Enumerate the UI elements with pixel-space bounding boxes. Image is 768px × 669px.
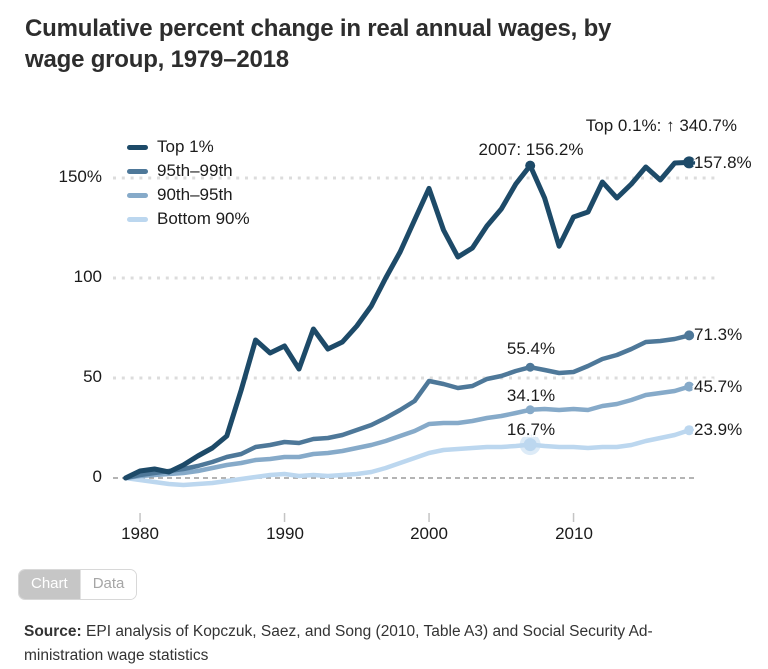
y-axis-label-0: 0 xyxy=(92,467,102,486)
source-prefix: Source: xyxy=(24,623,82,640)
source-note: Source: EPI analysis of Kopczuk, Saez, a… xyxy=(24,620,756,668)
tab-chart[interactable]: Chart xyxy=(19,570,80,599)
chart-title-line2: wage group, 1979–2018 xyxy=(25,46,289,73)
source-text-line2: ministration wage statistics xyxy=(24,647,209,664)
x-axis-label-1990: 1990 xyxy=(266,524,304,543)
y-axis-label-50: 50 xyxy=(83,367,102,386)
annotation-end-90th-95th: 45.7% xyxy=(694,377,743,396)
x-axis-label-2010: 2010 xyxy=(555,524,593,543)
annotation-2007-bottom-90: 16.7% xyxy=(506,420,556,439)
marker-2007-bottom-90 xyxy=(523,438,537,452)
legend-swatch-bottom-90 xyxy=(127,216,148,222)
x-axis-label-2000: 2000 xyxy=(410,524,448,543)
chart-legend: Top 1% 95th–99th 90th–95th Bottom 90% xyxy=(127,135,250,231)
legend-swatch-95th-99th xyxy=(127,168,148,174)
tab-data[interactable]: Data xyxy=(79,570,137,599)
legend-item-90th-95th: 90th–95th xyxy=(127,183,250,207)
legend-item-top-1pct: Top 1% xyxy=(127,135,250,159)
chart-title-line1: Cumulative percent change in real annual… xyxy=(25,15,612,42)
y-axis-label-150: 150% xyxy=(58,167,102,186)
legend-label-top-1pct: Top 1% xyxy=(157,137,214,156)
legend-label-90th-95th: 90th–95th xyxy=(157,185,233,204)
legend-swatch-top-1pct xyxy=(127,144,148,150)
legend-label-95th-99th: 95th–99th xyxy=(157,161,233,180)
line-95th-99th xyxy=(123,333,692,481)
marker-2007-90th-95th xyxy=(525,405,535,415)
legend-label-bottom-90: Bottom 90% xyxy=(157,209,250,228)
marker-end-90th-95th xyxy=(684,381,695,392)
chart-data-toggle: Chart Data xyxy=(18,569,138,600)
annotation-2007-90th-95th: 34.1% xyxy=(506,386,556,405)
legend-item-bottom-90: Bottom 90% xyxy=(127,207,250,231)
marker-end-bottom-90 xyxy=(684,425,695,436)
line-bottom-90 xyxy=(123,427,692,488)
x-axis-label-1980: 1980 xyxy=(121,524,159,543)
chart-title: Cumulative percent change in real annual… xyxy=(25,13,725,75)
annotation-end-bottom-90: 23.9% xyxy=(694,420,743,439)
marker-2007-top-1pct xyxy=(525,160,536,171)
legend-item-95th-99th: 95th–99th xyxy=(127,159,250,183)
annotation-top-0-1pct: Top 0.1%: ↑ 340.7% xyxy=(585,116,737,135)
annotation-end-top-1pct: 157.8% xyxy=(694,153,752,172)
y-axis-label-100: 100 xyxy=(73,267,102,286)
line-90th-95th xyxy=(123,384,692,481)
annotation-2007-peak: 2007: 156.2% xyxy=(478,140,584,159)
marker-end-95th-99th xyxy=(684,330,695,341)
marker-2007-95th-99th xyxy=(525,362,535,372)
legend-swatch-90th-95th xyxy=(127,192,148,198)
annotation-2007-95th-99th: 55.4% xyxy=(506,339,556,358)
source-text-line1: EPI analysis of Kopczuk, Saez, and Song … xyxy=(81,623,653,640)
annotation-end-95th-99th: 71.3% xyxy=(694,325,743,344)
